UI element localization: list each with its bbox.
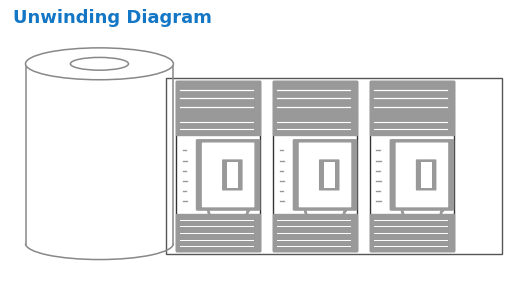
- Ellipse shape: [25, 48, 173, 80]
- Bar: [369, 115, 453, 135]
- Text: Unwinding Diagram: Unwinding Diagram: [13, 9, 211, 27]
- FancyBboxPatch shape: [195, 139, 260, 211]
- Bar: [176, 214, 260, 251]
- FancyBboxPatch shape: [221, 160, 242, 191]
- FancyBboxPatch shape: [420, 162, 431, 188]
- Bar: [272, 81, 356, 251]
- Bar: [272, 214, 356, 251]
- FancyBboxPatch shape: [395, 142, 447, 207]
- FancyBboxPatch shape: [202, 142, 254, 207]
- FancyBboxPatch shape: [323, 162, 334, 188]
- Bar: [272, 115, 356, 135]
- Bar: [165, 78, 501, 254]
- FancyBboxPatch shape: [292, 139, 357, 211]
- Ellipse shape: [70, 57, 128, 70]
- Bar: [369, 81, 453, 251]
- Bar: [369, 81, 453, 115]
- FancyBboxPatch shape: [389, 139, 454, 211]
- Bar: [176, 115, 260, 135]
- Bar: [369, 214, 453, 251]
- Bar: [176, 81, 260, 115]
- FancyBboxPatch shape: [227, 162, 237, 188]
- Bar: [272, 81, 356, 115]
- Bar: [176, 81, 260, 251]
- FancyBboxPatch shape: [298, 142, 351, 207]
- FancyBboxPatch shape: [318, 160, 339, 191]
- FancyBboxPatch shape: [415, 160, 436, 191]
